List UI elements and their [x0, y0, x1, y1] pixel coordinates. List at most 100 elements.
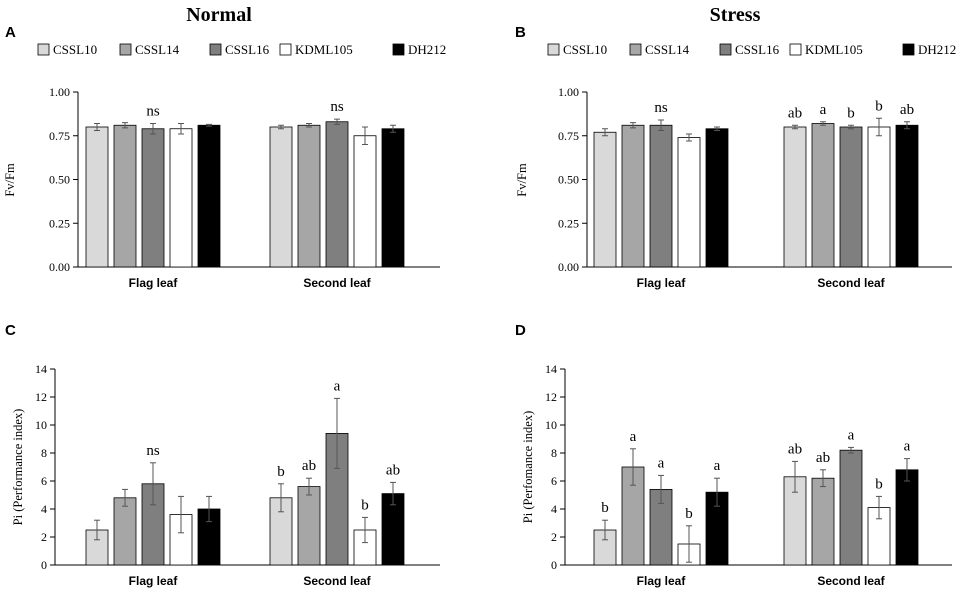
legend-label: CSSL14: [645, 42, 690, 57]
bar: [649, 124, 673, 268]
y-tick-label: 0.75: [49, 129, 70, 143]
panels-container: A CSSL10 CSSL14 CSSL16 KDML105 DH212 0.00 0.25 0…: [3, 24, 956, 588]
bar: [197, 124, 221, 268]
legend-label: CSSL16: [225, 42, 270, 57]
y-tick-label: 6: [41, 474, 47, 488]
panel-letter: A: [5, 24, 16, 41]
y-axis-label: Fv/Fm: [515, 163, 529, 197]
y-tick-label: 0.50: [558, 173, 579, 187]
y-tick-label: 4: [41, 502, 47, 516]
y-tick-label: 6: [551, 474, 557, 488]
legend-label: DH212: [918, 42, 956, 57]
legend-swatch: [279, 43, 292, 56]
y-tick-label: 0.25: [558, 216, 579, 230]
y-tick-label: 4: [551, 502, 557, 516]
category-label: Flag leaf: [637, 276, 687, 290]
y-axis-label: Fv/Fm: [3, 163, 17, 197]
y-tick-label: 0: [551, 558, 557, 572]
significance-label: ab: [816, 450, 830, 466]
legend-label: KDML105: [805, 42, 863, 57]
y-tick-label: 2: [41, 530, 47, 544]
column-title-normal: Normal: [186, 4, 252, 26]
y-tick-label: 0.00: [558, 260, 579, 274]
y-tick-label: 8: [551, 446, 557, 460]
y-tick-label: 12: [35, 390, 47, 404]
significance-label: ab: [788, 441, 802, 457]
bar: [141, 128, 165, 268]
bar: [297, 124, 321, 268]
panel-d: D 0 2 4 6 8 10 12 14 Pi (Perfomance index) Flag le…: [515, 322, 952, 588]
y-tick-label: 14: [545, 362, 557, 376]
y-tick-label: 0.75: [558, 129, 579, 143]
significance-label: b: [277, 464, 285, 480]
panel-b: B CSSL10 CSSL14 CSSL16 KDML105 DH212 0.00 0.25 0…: [515, 24, 956, 290]
y-tick-label: 1.00: [558, 85, 579, 99]
legend-swatch: [209, 43, 222, 56]
legend-swatch: [902, 43, 915, 56]
bar: [867, 126, 891, 268]
significance-label: ns: [146, 443, 160, 459]
significance-label: ns: [654, 100, 668, 116]
significance-label: a: [904, 439, 911, 455]
significance-label: b: [875, 476, 883, 492]
bar: [269, 126, 293, 268]
y-tick-label: 1.00: [49, 85, 70, 99]
y-tick-label: 12: [545, 390, 557, 404]
significance-label: b: [847, 105, 855, 121]
bar: [353, 135, 377, 268]
significance-label: b: [685, 506, 693, 522]
y-axis-label: Pi (Perfomance index): [521, 411, 535, 523]
panel-letter: B: [515, 24, 526, 41]
significance-label: a: [714, 458, 721, 474]
legend-swatch: [392, 43, 405, 56]
significance-label: a: [658, 455, 665, 471]
legend-label: KDML105: [295, 42, 353, 57]
legend-label: CSSL16: [735, 42, 780, 57]
panel-letter: D: [515, 322, 526, 339]
bar: [325, 121, 349, 268]
bar: [783, 126, 807, 268]
significance-label: a: [630, 429, 637, 445]
legend-swatch: [789, 43, 802, 56]
y-tick-label: 0: [41, 558, 47, 572]
legend-swatch: [37, 43, 50, 56]
significance-label: ab: [302, 458, 316, 474]
significance-label: ab: [386, 462, 400, 478]
significance-label: b: [601, 500, 609, 516]
bar: [381, 128, 405, 268]
significance-label: ns: [146, 104, 160, 120]
y-axis-label: Pi (Performance index): [11, 409, 25, 526]
bar: [895, 124, 919, 268]
legend-label: DH212: [408, 42, 446, 57]
bar: [811, 123, 835, 268]
legend-label: CSSL14: [135, 42, 180, 57]
legend-swatch: [547, 43, 560, 56]
bar: [593, 131, 617, 268]
panel-c: C 0 2 4 6 8 10 12 14 Pi (Performance index) Flag l…: [5, 322, 440, 588]
significance-label: ab: [788, 105, 802, 121]
panel-letter: C: [5, 322, 16, 339]
bar: [677, 137, 701, 268]
legend-swatch: [719, 43, 732, 56]
category-label: Second leaf: [303, 574, 371, 588]
bar: [839, 126, 863, 268]
significance-label: ab: [900, 102, 914, 118]
bar: [811, 477, 835, 566]
legend-swatch: [119, 43, 132, 56]
significance-label: ns: [330, 99, 344, 115]
bar: [113, 497, 137, 566]
bar: [297, 486, 321, 566]
panel-a: A CSSL10 CSSL14 CSSL16 KDML105 DH212 0.00 0.25 0…: [3, 24, 446, 290]
significance-label: a: [820, 102, 827, 118]
significance-label: b: [875, 98, 883, 114]
category-label: Second leaf: [817, 276, 885, 290]
legend-label: CSSL10: [53, 42, 97, 57]
legend-swatch: [629, 43, 642, 56]
y-tick-label: 8: [41, 446, 47, 460]
bar: [113, 124, 137, 268]
y-tick-label: 0.50: [49, 173, 70, 187]
y-tick-label: 10: [545, 418, 557, 432]
bar: [895, 469, 919, 566]
bar: [839, 449, 863, 566]
